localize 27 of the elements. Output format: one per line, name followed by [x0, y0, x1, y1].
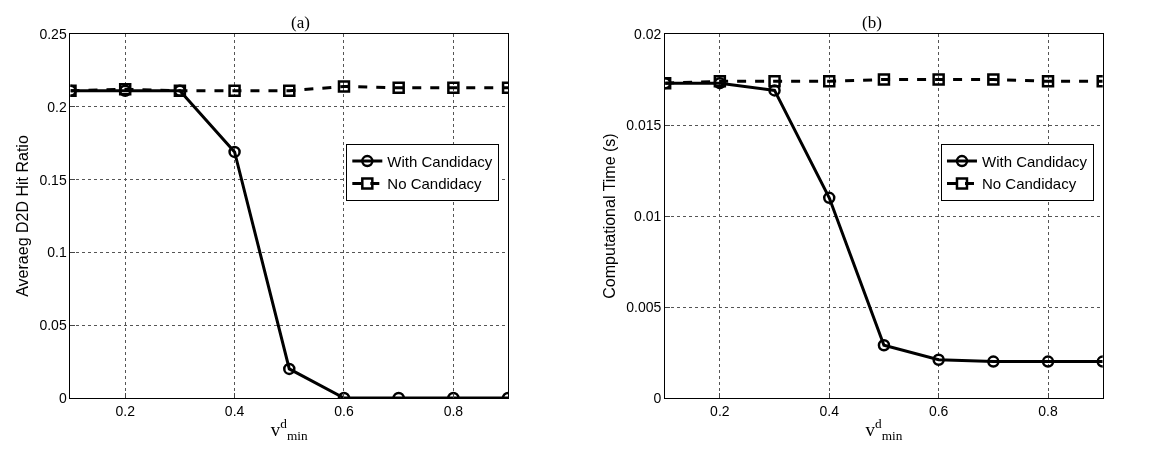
x-tick-label: 0.6 [928, 402, 949, 419]
legend-label: No Candidacy [387, 175, 483, 193]
y-axis-title: Computational Time (s) [601, 133, 619, 299]
y-tick-label: 0.05 [39, 317, 67, 334]
legend-label: No Candidacy [981, 175, 1077, 193]
x-tick-label: 0.8 [1038, 402, 1058, 419]
y-axis-title: Averaeg D2D Hit Ratio [14, 135, 32, 297]
y-tick-label: 0.1 [47, 244, 67, 261]
x-tick-label: 0.4 [224, 402, 245, 419]
y-tick-label: 0.2 [47, 98, 67, 115]
y-tick-label: 0.25 [39, 25, 67, 42]
x-tick-label: 0.4 [819, 402, 840, 419]
chart-title: (b) [862, 13, 882, 32]
legend-label: With Candidacy [387, 152, 493, 170]
y-tick-label: 0 [58, 389, 67, 406]
chart-title: (a) [291, 13, 310, 32]
legend-label: With Candidacy [981, 152, 1088, 170]
y-tick-label: 0.015 [626, 116, 662, 133]
x-tick-label: 0.8 [443, 402, 464, 419]
y-tick-label: 0.01 [634, 207, 662, 224]
x-tick-label: 0.6 [334, 402, 354, 419]
y-tick-label: 0 [653, 389, 662, 406]
y-tick-label: 0.15 [39, 171, 67, 188]
x-tick-label: 0.2 [115, 402, 136, 419]
y-tick-label: 0.005 [626, 298, 662, 315]
y-tick-label: 0.02 [634, 25, 662, 42]
x-tick-label: 0.2 [710, 402, 730, 419]
